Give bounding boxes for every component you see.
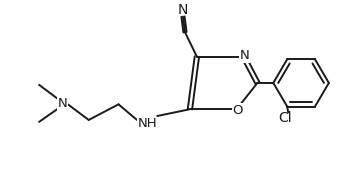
Text: Cl: Cl (278, 111, 292, 125)
Text: N: N (58, 97, 68, 110)
Text: N: N (240, 49, 249, 62)
Text: N: N (178, 3, 188, 17)
Text: NH: NH (138, 117, 157, 130)
Text: O: O (232, 104, 243, 117)
